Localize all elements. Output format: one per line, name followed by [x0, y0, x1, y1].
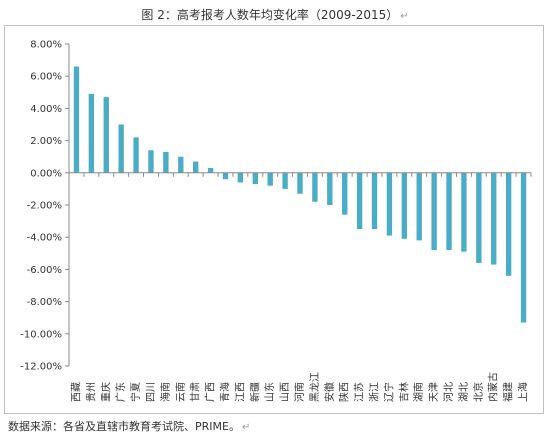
zero-line: [68, 172, 532, 177]
bar-浙江: [371, 172, 378, 230]
y-tick-label: 0.00%: [30, 168, 62, 179]
y-tick-label: -2.00%: [27, 201, 62, 212]
chart-title-text: 图 2：高考报考人数年均变化率（2009-2015）: [141, 8, 399, 22]
chart-title: 图 2：高考报考人数年均变化率（2009-2015） ↵: [0, 6, 550, 23]
y-tick-label: -8.00%: [27, 297, 62, 308]
x-tick-label-河南: 河南: [293, 382, 306, 402]
bar-北京: [476, 172, 482, 263]
bar-安徽: [327, 172, 333, 205]
y-tick-label: -10.00%: [20, 329, 62, 340]
bar-云南: [178, 156, 184, 173]
paragraph-mark-icon: ↵: [400, 11, 409, 22]
x-tick-label-江西: 江西: [234, 382, 246, 402]
paragraph-mark-icon: ↵: [241, 422, 251, 433]
bar-甘肃: [192, 161, 199, 173]
x-tick-label-重庆: 重庆: [99, 382, 112, 402]
x-tick-label-西藏: 西藏: [70, 382, 82, 402]
bar-陕西: [342, 172, 348, 215]
bar-山东: [267, 172, 273, 186]
source-note: 数据来源：各省及直辖市教育考试院、PRIME。 ↵: [8, 418, 250, 434]
x-tick-label-内蒙古: 内蒙古: [487, 372, 500, 402]
y-tick-label: 4.00%: [30, 104, 62, 115]
x-tick-label-湖南: 湖南: [412, 382, 425, 402]
bar-河北: [446, 172, 452, 251]
x-tick-label-福建: 福建: [502, 382, 515, 402]
x-tick-label-河北: 河北: [443, 382, 455, 402]
bar-江西: [237, 172, 244, 183]
bar-重庆: [103, 97, 109, 173]
bar-天津: [431, 172, 437, 251]
bars: [73, 66, 527, 323]
y-axis: 8.00% 6.00% 4.00% 2.00% 0.00% -2.00% -4.00% -6.…: [20, 40, 70, 373]
bar-内蒙古: [491, 172, 497, 265]
x-axis-labels: 西藏 贵州 重庆 广东 宁夏 四川 海南 云南 甘肃 广西 青海 江西 新疆 山东 山西 河南 黑龙江 安徽 陕西江…: [70, 372, 529, 402]
x-tick-label-山东: 山东: [263, 382, 276, 402]
bar-湖北: [461, 172, 467, 252]
bar-广西: [207, 167, 214, 173]
bar-西藏: [73, 66, 80, 173]
x-tick-label-天津: 天津: [428, 382, 440, 402]
bar-chart: 8.00% 6.00% 4.00% 2.00% 0.00% -2.00% -4.00% -6.…: [20, 40, 532, 402]
bar-广东: [118, 124, 124, 173]
x-tick-label-广东: 广东: [114, 382, 127, 402]
bar-湖南: [416, 172, 422, 241]
chart-frame: 8.00% 6.00% 4.00% 2.00% 0.00% -2.00% -4.00% -6.…: [4, 25, 544, 414]
x-tick-label-广西: 广西: [205, 382, 217, 402]
x-tick-label-新疆: 新疆: [248, 382, 261, 402]
bar-福建: [505, 172, 512, 276]
bar-宁夏: [133, 137, 139, 173]
y-tick-label: -12.00%: [20, 362, 62, 373]
x-tick-label-陕西: 陕西: [338, 382, 351, 402]
bar-山西: [282, 172, 288, 189]
y-tick-label: 2.00%: [30, 136, 62, 147]
x-tick-label-贵州: 贵州: [84, 382, 97, 402]
x-tick-label-青海: 青海: [218, 382, 231, 402]
x-tick-label-上海: 上海: [517, 382, 530, 402]
source-text: 数据来源：各省及直辖市教育考试院、PRIME。: [8, 420, 240, 433]
x-tick-label-北京: 北京: [472, 382, 485, 402]
bar-四川: [148, 150, 154, 173]
y-tick-label: 6.00%: [30, 72, 62, 83]
x-tick-label-四川: 四川: [146, 382, 157, 402]
x-tick-label-江苏: 江苏: [353, 382, 366, 402]
y-tick-label: 8.00%: [30, 40, 62, 51]
bar-黑龙江: [312, 172, 318, 202]
bar-新疆: [252, 172, 258, 185]
x-tick-label-黑龙江: 黑龙江: [308, 372, 321, 402]
x-tick-label-吉林: 吉林: [397, 382, 410, 402]
x-tick-label-湖北: 湖北: [458, 382, 470, 402]
x-tick-label-安徽: 安徽: [323, 382, 336, 402]
bar-辽宁: [386, 172, 393, 236]
bar-贵州: [88, 93, 95, 173]
bar-江苏: [356, 172, 363, 230]
bar-青海: [222, 172, 229, 180]
x-tick-label-山西: 山西: [279, 382, 291, 402]
y-tick-label: -6.00%: [27, 265, 62, 276]
bar-河南: [297, 172, 303, 194]
x-tick-label-云南: 云南: [174, 382, 187, 402]
bar-上海: [520, 172, 527, 323]
x-tick-label-宁夏: 宁夏: [129, 382, 142, 402]
x-tick-label-甘肃: 甘肃: [189, 382, 202, 402]
bar-吉林: [401, 172, 408, 239]
bar-海南: [163, 151, 169, 173]
x-tick-label-辽宁: 辽宁: [382, 382, 395, 402]
x-tick-label-海南: 海南: [159, 382, 172, 402]
x-tick-label-浙江: 浙江: [369, 382, 381, 402]
y-tick-label: -4.00%: [27, 233, 62, 244]
